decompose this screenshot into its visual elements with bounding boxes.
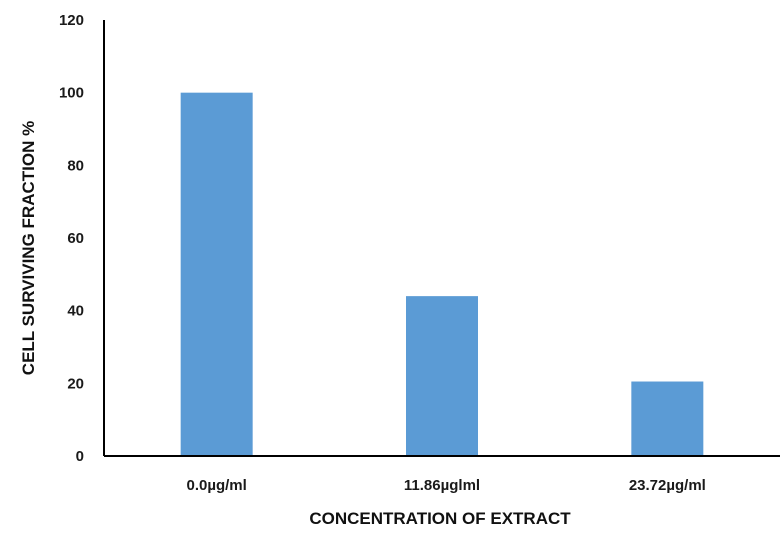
x-axis-title: CONCENTRATION OF EXTRACT — [309, 509, 571, 528]
bar — [406, 296, 478, 456]
y-tick-label: 100 — [59, 85, 84, 102]
bar — [180, 92, 253, 457]
bars-group — [180, 92, 704, 457]
y-tick-labels: 0 20 40 60 80 100 120 — [59, 12, 84, 465]
y-tick-label: 80 — [67, 157, 84, 174]
y-tick-label: 20 — [67, 375, 84, 392]
bar — [631, 381, 704, 456]
y-tick-label: 40 — [67, 303, 84, 320]
x-tick-label: 11.86µglml — [404, 477, 480, 494]
x-tick-labels: 0.0µg/ml 11.86µglml 23.72µg/ml — [186, 477, 705, 494]
y-axis-title: CELL SURVIVING FRACTION % — [19, 121, 38, 375]
x-tick-label: 0.0µg/ml — [186, 477, 246, 494]
y-tick-label: 60 — [67, 230, 84, 247]
y-tick-label: 120 — [59, 12, 84, 29]
y-tick-label: 0 — [76, 448, 84, 465]
x-tick-label: 23.72µg/ml — [629, 477, 706, 494]
